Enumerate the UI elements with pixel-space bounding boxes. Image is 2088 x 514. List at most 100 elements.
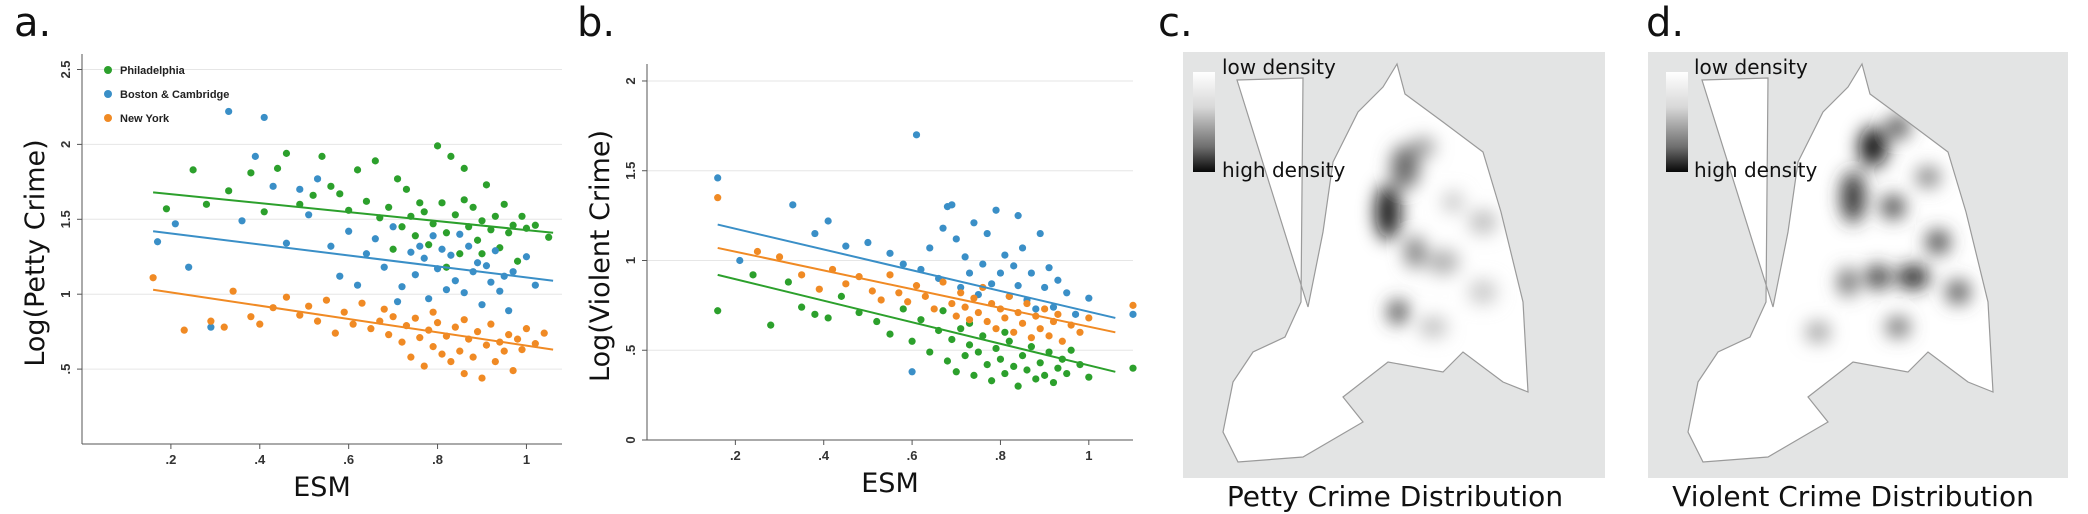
chart0-point-s1-45 (522, 253, 531, 261)
chart0-point-s0-2 (202, 200, 211, 208)
chart0-point-s0-53 (460, 196, 468, 204)
chart0-point-s2-39 (478, 374, 486, 382)
chart0-point-s2-24 (411, 314, 419, 322)
chart0-point-s2-42 (491, 358, 499, 366)
chart0-point-s2-5 (247, 313, 255, 321)
chart1-point-s0-27 (992, 344, 1000, 353)
chart1-point-s2-6 (842, 280, 850, 288)
chart1-point-s2-19 (957, 289, 965, 297)
chart0-point-s2-38 (473, 328, 482, 336)
chart0-point-s0-15 (362, 197, 371, 205)
chart0-point-s1-31 (451, 277, 459, 285)
chart0-fit-line-2 (152, 288, 554, 351)
chart1-point-s2-21 (965, 316, 974, 324)
chart1-point-s0-6 (824, 314, 832, 322)
chart0-point-s0-54 (478, 250, 486, 258)
chart1-x-tick-label-0: .2 (730, 448, 741, 463)
chart0-point-s0-1 (189, 166, 197, 174)
chart0-point-s0-28 (442, 229, 451, 237)
chart1-point-s2-34 (1023, 299, 1031, 308)
chart0-point-s1-3 (207, 323, 215, 331)
chart0-point-s1-34 (465, 242, 473, 250)
chart1-point-s2-37 (1036, 325, 1044, 333)
chart0-point-s2-40 (482, 341, 491, 349)
density-high-label-c: high density (1222, 158, 1346, 182)
chart0-point-s0-47 (531, 221, 539, 229)
chart1-point-s2-16 (939, 278, 947, 286)
chart0-point-s0-23 (420, 208, 428, 216)
chart1-point-s0-11 (899, 305, 907, 313)
chart1-point-s0-33 (1018, 352, 1027, 360)
chart0-point-s1-11 (305, 211, 313, 219)
chart0-legend-label-2: New York (120, 113, 170, 125)
chart1-point-s1-0 (714, 174, 722, 182)
chart-violent-crime: b. 0 .5 1 1.5 2 .2 .4 .6 .8 1 ESM Log(Violent Crime… (575, 0, 1137, 514)
chart1-x-axis-title: ESM (861, 468, 919, 499)
chart1-point-s1-3 (811, 229, 819, 238)
chart1-point-s2-13 (912, 282, 921, 290)
chart1-point-s0-3 (784, 278, 792, 286)
chart1-point-s0-25 (983, 361, 991, 369)
chart0-point-s1-16 (353, 281, 362, 289)
panel-label-c: c. (1158, 0, 1193, 46)
chart1-point-s1-6 (864, 238, 872, 247)
chart0-point-s1-41 (496, 287, 504, 295)
chart1-point-s2-35 (1027, 334, 1035, 342)
chart0-point-s1-2 (185, 263, 193, 271)
chart1-point-s1-27 (1001, 251, 1009, 259)
chart1-point-s0-10 (886, 330, 894, 338)
chart0-point-s1-44 (509, 268, 517, 276)
chart1-point-s0-2 (767, 321, 775, 329)
chart1-point-s1-16 (952, 235, 960, 243)
chart1-point-s1-5 (842, 242, 850, 250)
chart0-point-s1-12 (313, 175, 322, 183)
chart1-point-s0-28 (996, 355, 1005, 363)
chart1-point-s0-38 (1041, 371, 1049, 379)
chart0-point-s2-46 (509, 366, 517, 375)
density-low-label-d: low density (1694, 55, 1808, 79)
chart1-point-s1-40 (1063, 289, 1071, 297)
chart0-point-s1-28 (438, 245, 446, 253)
density-ramp-c (1193, 72, 1215, 172)
chart0-point-s1-33 (460, 289, 468, 297)
chart1-point-s1-38 (1049, 303, 1058, 311)
chart0-point-s1-14 (336, 272, 344, 280)
chart0-point-s2-10 (305, 302, 313, 310)
chart0-point-s0-32 (460, 164, 468, 172)
chart0-x-axis-title: ESM (293, 472, 351, 503)
chart0-point-s1-6 (251, 152, 259, 160)
chart0-legend-label-1: Boston & Cambridge (120, 89, 229, 101)
chart1-y-tick-label-4: 2 (623, 77, 638, 84)
chart1-point-s2-30 (1005, 292, 1013, 300)
chart1-point-s1-34 (1032, 305, 1040, 313)
chart0-point-s1-40 (491, 247, 499, 255)
chart0-point-s2-29 (433, 319, 442, 327)
chart1-point-s2-25 (983, 317, 991, 326)
chart1-point-s2-44 (1076, 328, 1084, 336)
chart-petty-crime: a. .5 1 1.5 2 2.5 .2 .4 .6 .8 1 ESM Log(Petty Crime… (0, 0, 570, 514)
chart0-legend-marker-2 (104, 114, 112, 122)
chart0-y-axis-title: Log(Petty Crime) (20, 139, 51, 366)
chart0-y-tick-label-3: 2 (58, 141, 73, 148)
scatter-plot-b: 0 .5 1 1.5 2 .2 .4 .6 .8 1 ESM Log(Violent Crime) (585, 64, 1137, 499)
chart0-point-s1-10 (296, 185, 304, 193)
chart0-point-s2-45 (505, 331, 513, 339)
chart1-point-s0-18 (952, 368, 960, 376)
chart0-point-s0-49 (389, 245, 397, 253)
chart1-point-s1-2 (789, 201, 797, 209)
chart1-point-s1-7 (886, 249, 894, 257)
chart0-x-tick-label-1: .4 (254, 452, 266, 467)
chart1-point-s0-12 (908, 337, 916, 345)
chart1-point-s2-3 (798, 271, 806, 279)
chart0-point-s1-18 (371, 235, 379, 243)
chart1-fit-line-2 (717, 246, 1116, 334)
chart0-point-s1-19 (380, 263, 388, 271)
chart1-point-s0-0 (714, 307, 722, 315)
chart1-point-s0-21 (965, 341, 974, 349)
chart0-point-s1-7 (260, 113, 268, 122)
chart1-point-s2-45 (1085, 314, 1093, 322)
chart0-point-s1-37 (478, 301, 486, 309)
chart1-point-s2-22 (970, 294, 978, 302)
chart1-point-s1-35 (1036, 229, 1044, 238)
chart1-point-s1-8 (899, 260, 907, 268)
